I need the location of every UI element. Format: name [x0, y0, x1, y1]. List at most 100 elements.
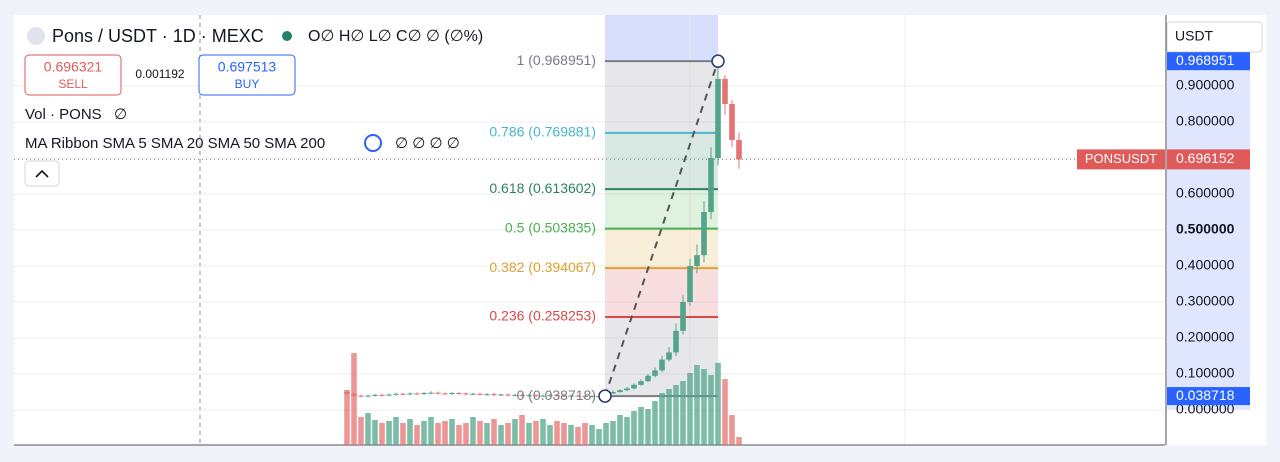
fib-label: 0.618 (0.613602) [489, 180, 596, 196]
volume-bar [351, 353, 357, 445]
volume-bar [722, 379, 728, 445]
candle-body [519, 394, 525, 396]
volume-bar [729, 415, 735, 445]
fib-label: 0.382 (0.394067) [489, 259, 596, 275]
candle-body [421, 393, 427, 395]
volume-bar [470, 417, 476, 445]
candle-body [498, 394, 504, 396]
volume-bar [582, 423, 588, 445]
candle-body [736, 139, 742, 160]
ma-legend: MA Ribbon SMA 5 SMA 20 SMA 50 SMA 200 [25, 135, 325, 152]
candle-body [540, 395, 546, 397]
volume-bar [736, 437, 742, 445]
volume-bar [645, 409, 651, 445]
candle-body [414, 393, 420, 395]
sell-label: SELL [58, 77, 88, 91]
volume-bar [414, 425, 420, 445]
volume-bar [512, 419, 518, 445]
y-tick-label: 0.300000 [1176, 293, 1235, 309]
volume-bar [561, 423, 567, 445]
volume-bar [358, 417, 364, 445]
candle-body [365, 395, 371, 397]
candle-body [582, 395, 588, 397]
volume-bar [617, 415, 623, 445]
candle-body [701, 211, 707, 256]
volume-bar [365, 413, 371, 445]
candle-body [449, 393, 455, 395]
candle-body [729, 103, 735, 140]
last-price-name-bg [1077, 149, 1165, 170]
candle-body [463, 393, 469, 395]
volume-bar [428, 417, 434, 445]
volume-value: ∅ [114, 106, 127, 123]
last-price-label: 0.696152 [1176, 150, 1235, 166]
candle-body [435, 392, 441, 394]
volume-bar [526, 423, 532, 445]
volume-bar [498, 425, 504, 445]
sell-button[interactable] [24, 54, 122, 96]
candle-body [442, 393, 448, 395]
volume-bar [680, 381, 686, 445]
volume-layer [344, 353, 742, 445]
volume-bar [519, 415, 525, 445]
volume-bar [505, 423, 511, 445]
buy-price: 0.697513 [218, 59, 277, 75]
candle-body [456, 393, 462, 395]
volume-bar [400, 423, 406, 445]
caret-icon [35, 169, 49, 178]
candle-body [470, 393, 476, 395]
volume-bar [596, 429, 602, 445]
candle-body [344, 392, 350, 394]
fib-zone [605, 132, 718, 190]
candle-body [617, 390, 623, 393]
candle-body [491, 394, 497, 396]
y-tick-label: 0.400000 [1176, 257, 1235, 273]
volume-bar [687, 373, 693, 445]
volume-bar [547, 425, 553, 445]
fib-handle [598, 389, 612, 403]
candle-body [386, 394, 392, 396]
candle-body [351, 393, 357, 396]
volume-bar [603, 423, 609, 445]
volume-bar [463, 423, 469, 445]
candle-body [659, 359, 665, 371]
volume-bar [666, 389, 672, 445]
candle-body [484, 394, 490, 396]
candle-body [393, 393, 399, 395]
volume-bar [484, 423, 490, 445]
overlay-layer: 1 (0.968951) 0.786 (0.769881) 0.618 (0.613… [14, 52, 1165, 403]
range-shade [605, 15, 718, 60]
y-tick-label: 0.200000 [1176, 329, 1235, 345]
currency-select[interactable] [1166, 21, 1263, 53]
buy-button[interactable] [198, 54, 296, 96]
candle-body [554, 395, 560, 397]
status-dot [282, 31, 292, 41]
fib-label: 1 (0.968951) [517, 52, 596, 68]
volume-legend: Vol · PONS [25, 106, 102, 123]
axis-highlight [1167, 387, 1250, 406]
fib-zone [605, 268, 718, 318]
volume-bar [673, 385, 679, 445]
candle-body [715, 78, 721, 158]
volume-bar [659, 393, 665, 445]
symbol-icon [27, 27, 45, 45]
candle-body [631, 384, 637, 389]
candle-body [624, 388, 630, 391]
fib-label: 0.236 (0.258253) [489, 308, 596, 324]
candle-body [645, 375, 651, 382]
candle-body [379, 394, 385, 396]
candle-body [666, 352, 672, 360]
refresh-icon[interactable] [364, 134, 382, 152]
volume-bar [477, 421, 483, 445]
axis-highlight-label: 0.968951 [1176, 52, 1235, 68]
candle-body [568, 395, 574, 397]
candle-body [575, 395, 581, 397]
collapse-button[interactable] [24, 160, 60, 187]
volume-bar [442, 421, 448, 445]
y-tick-label: 0.100000 [1176, 365, 1235, 381]
candle-body [638, 381, 644, 385]
volume-bar [694, 365, 700, 445]
volume-bar [652, 401, 658, 445]
candle-body [533, 395, 539, 397]
